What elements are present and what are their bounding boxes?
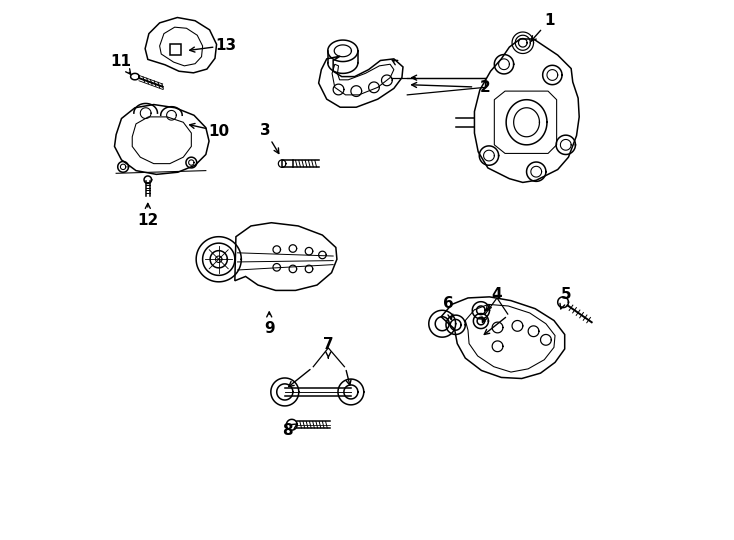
- Text: 1: 1: [545, 13, 555, 28]
- Text: 13: 13: [216, 38, 237, 53]
- Text: 11: 11: [110, 54, 131, 69]
- Text: 8: 8: [282, 423, 293, 437]
- Text: 9: 9: [264, 321, 275, 335]
- Text: 2: 2: [480, 80, 490, 95]
- Text: 4: 4: [492, 287, 502, 302]
- Text: 10: 10: [208, 124, 230, 139]
- Text: 3: 3: [260, 123, 270, 138]
- Text: 7: 7: [323, 336, 334, 352]
- Text: 6: 6: [443, 296, 454, 311]
- Text: 12: 12: [137, 213, 159, 228]
- Text: 5: 5: [561, 287, 571, 302]
